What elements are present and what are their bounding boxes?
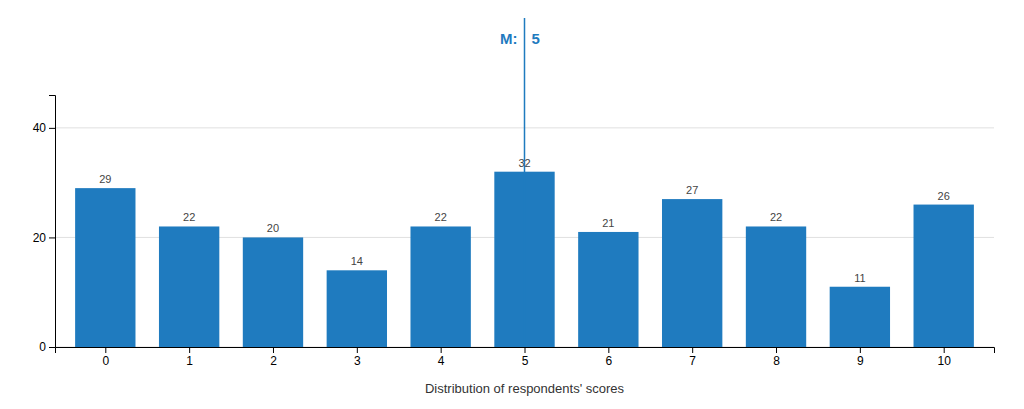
x-tick-mark — [608, 347, 609, 353]
bar — [578, 232, 638, 347]
x-tick-mark — [105, 347, 106, 353]
y-tick-label: 20 — [33, 231, 47, 245]
x-tick-label: 8 — [773, 354, 780, 368]
chart-svg: 012345678910020402922201422322127221126M… — [0, 0, 1024, 409]
x-tick: 1 — [186, 347, 193, 368]
y-tick-mark — [49, 347, 55, 348]
data-label: 11 — [854, 272, 865, 284]
x-tick: 2 — [270, 347, 277, 368]
x-tick-label: 1 — [186, 354, 193, 368]
x-tick-label: 10 — [938, 354, 952, 368]
x-tick-mark — [357, 347, 358, 353]
x-tick-mark — [525, 347, 526, 353]
x-tick-mark — [273, 347, 274, 353]
median-label: M: — [500, 30, 518, 47]
bar — [75, 188, 135, 347]
data-label: 29 — [99, 173, 111, 185]
bar — [410, 226, 470, 347]
bar — [914, 205, 974, 347]
x-tick-label: 3 — [354, 354, 361, 368]
x-tick: 6 — [605, 347, 612, 368]
bar — [159, 226, 219, 347]
chart-container: 012345678910020402922201422322127221126M… — [0, 0, 1024, 409]
x-axis-title: Distribution of respondents' scores — [425, 381, 625, 396]
data-label: 14 — [351, 255, 363, 267]
y-tick: 20 — [33, 231, 55, 245]
x-tick-mark — [189, 347, 190, 353]
data-label: 22 — [183, 211, 195, 223]
x-tick-mark — [776, 347, 777, 353]
x-tick: 3 — [354, 347, 361, 368]
y-tick-mark — [49, 237, 55, 238]
x-tick: 0 — [102, 347, 109, 368]
plot-area: 012345678910020402922201422322127221126M… — [33, 18, 995, 396]
x-axis: 0 1 2 3 4 5 6 7 8 9 10 — [56, 347, 995, 368]
x-tick-mark — [944, 347, 945, 353]
bar — [746, 226, 806, 347]
y-tick-label: 0 — [39, 340, 46, 354]
x-tick: 8 — [773, 347, 780, 368]
bar — [243, 237, 303, 347]
bar — [830, 287, 890, 347]
bar — [662, 199, 722, 347]
y-tick: 40 — [33, 121, 55, 135]
median-annotation: M: 5 — [500, 18, 540, 347]
x-tick: 10 — [938, 347, 952, 368]
x-tick: 5 — [522, 347, 529, 368]
x-tick-label: 7 — [689, 354, 696, 368]
bar — [327, 270, 387, 347]
y-axis-line — [49, 96, 56, 348]
x-tick: 4 — [438, 347, 445, 368]
data-label: 21 — [602, 217, 614, 229]
data-label: 20 — [267, 222, 279, 234]
median-value: 5 — [532, 30, 540, 47]
y-tick: 0 — [39, 340, 55, 354]
data-label: 22 — [435, 211, 447, 223]
y-tick-label: 40 — [33, 121, 47, 135]
x-tick-label: 9 — [857, 354, 864, 368]
x-tick-label: 5 — [522, 354, 529, 368]
x-tick-label: 6 — [605, 354, 612, 368]
median-line — [524, 18, 526, 347]
y-axis: 0 20 40 — [33, 96, 56, 355]
data-label: 22 — [770, 211, 782, 223]
x-tick-label: 2 — [270, 354, 277, 368]
x-tick-mark — [441, 347, 442, 353]
x-tick: 7 — [689, 347, 696, 368]
x-tick: 9 — [857, 347, 864, 368]
x-tick-label: 0 — [102, 354, 109, 368]
x-axis-line — [56, 348, 995, 354]
data-label: 27 — [686, 184, 698, 196]
x-tick-mark — [860, 347, 861, 353]
data-label: 26 — [938, 190, 950, 202]
x-tick-mark — [692, 347, 693, 353]
y-tick-mark — [49, 128, 55, 129]
x-tick-label: 4 — [438, 354, 445, 368]
